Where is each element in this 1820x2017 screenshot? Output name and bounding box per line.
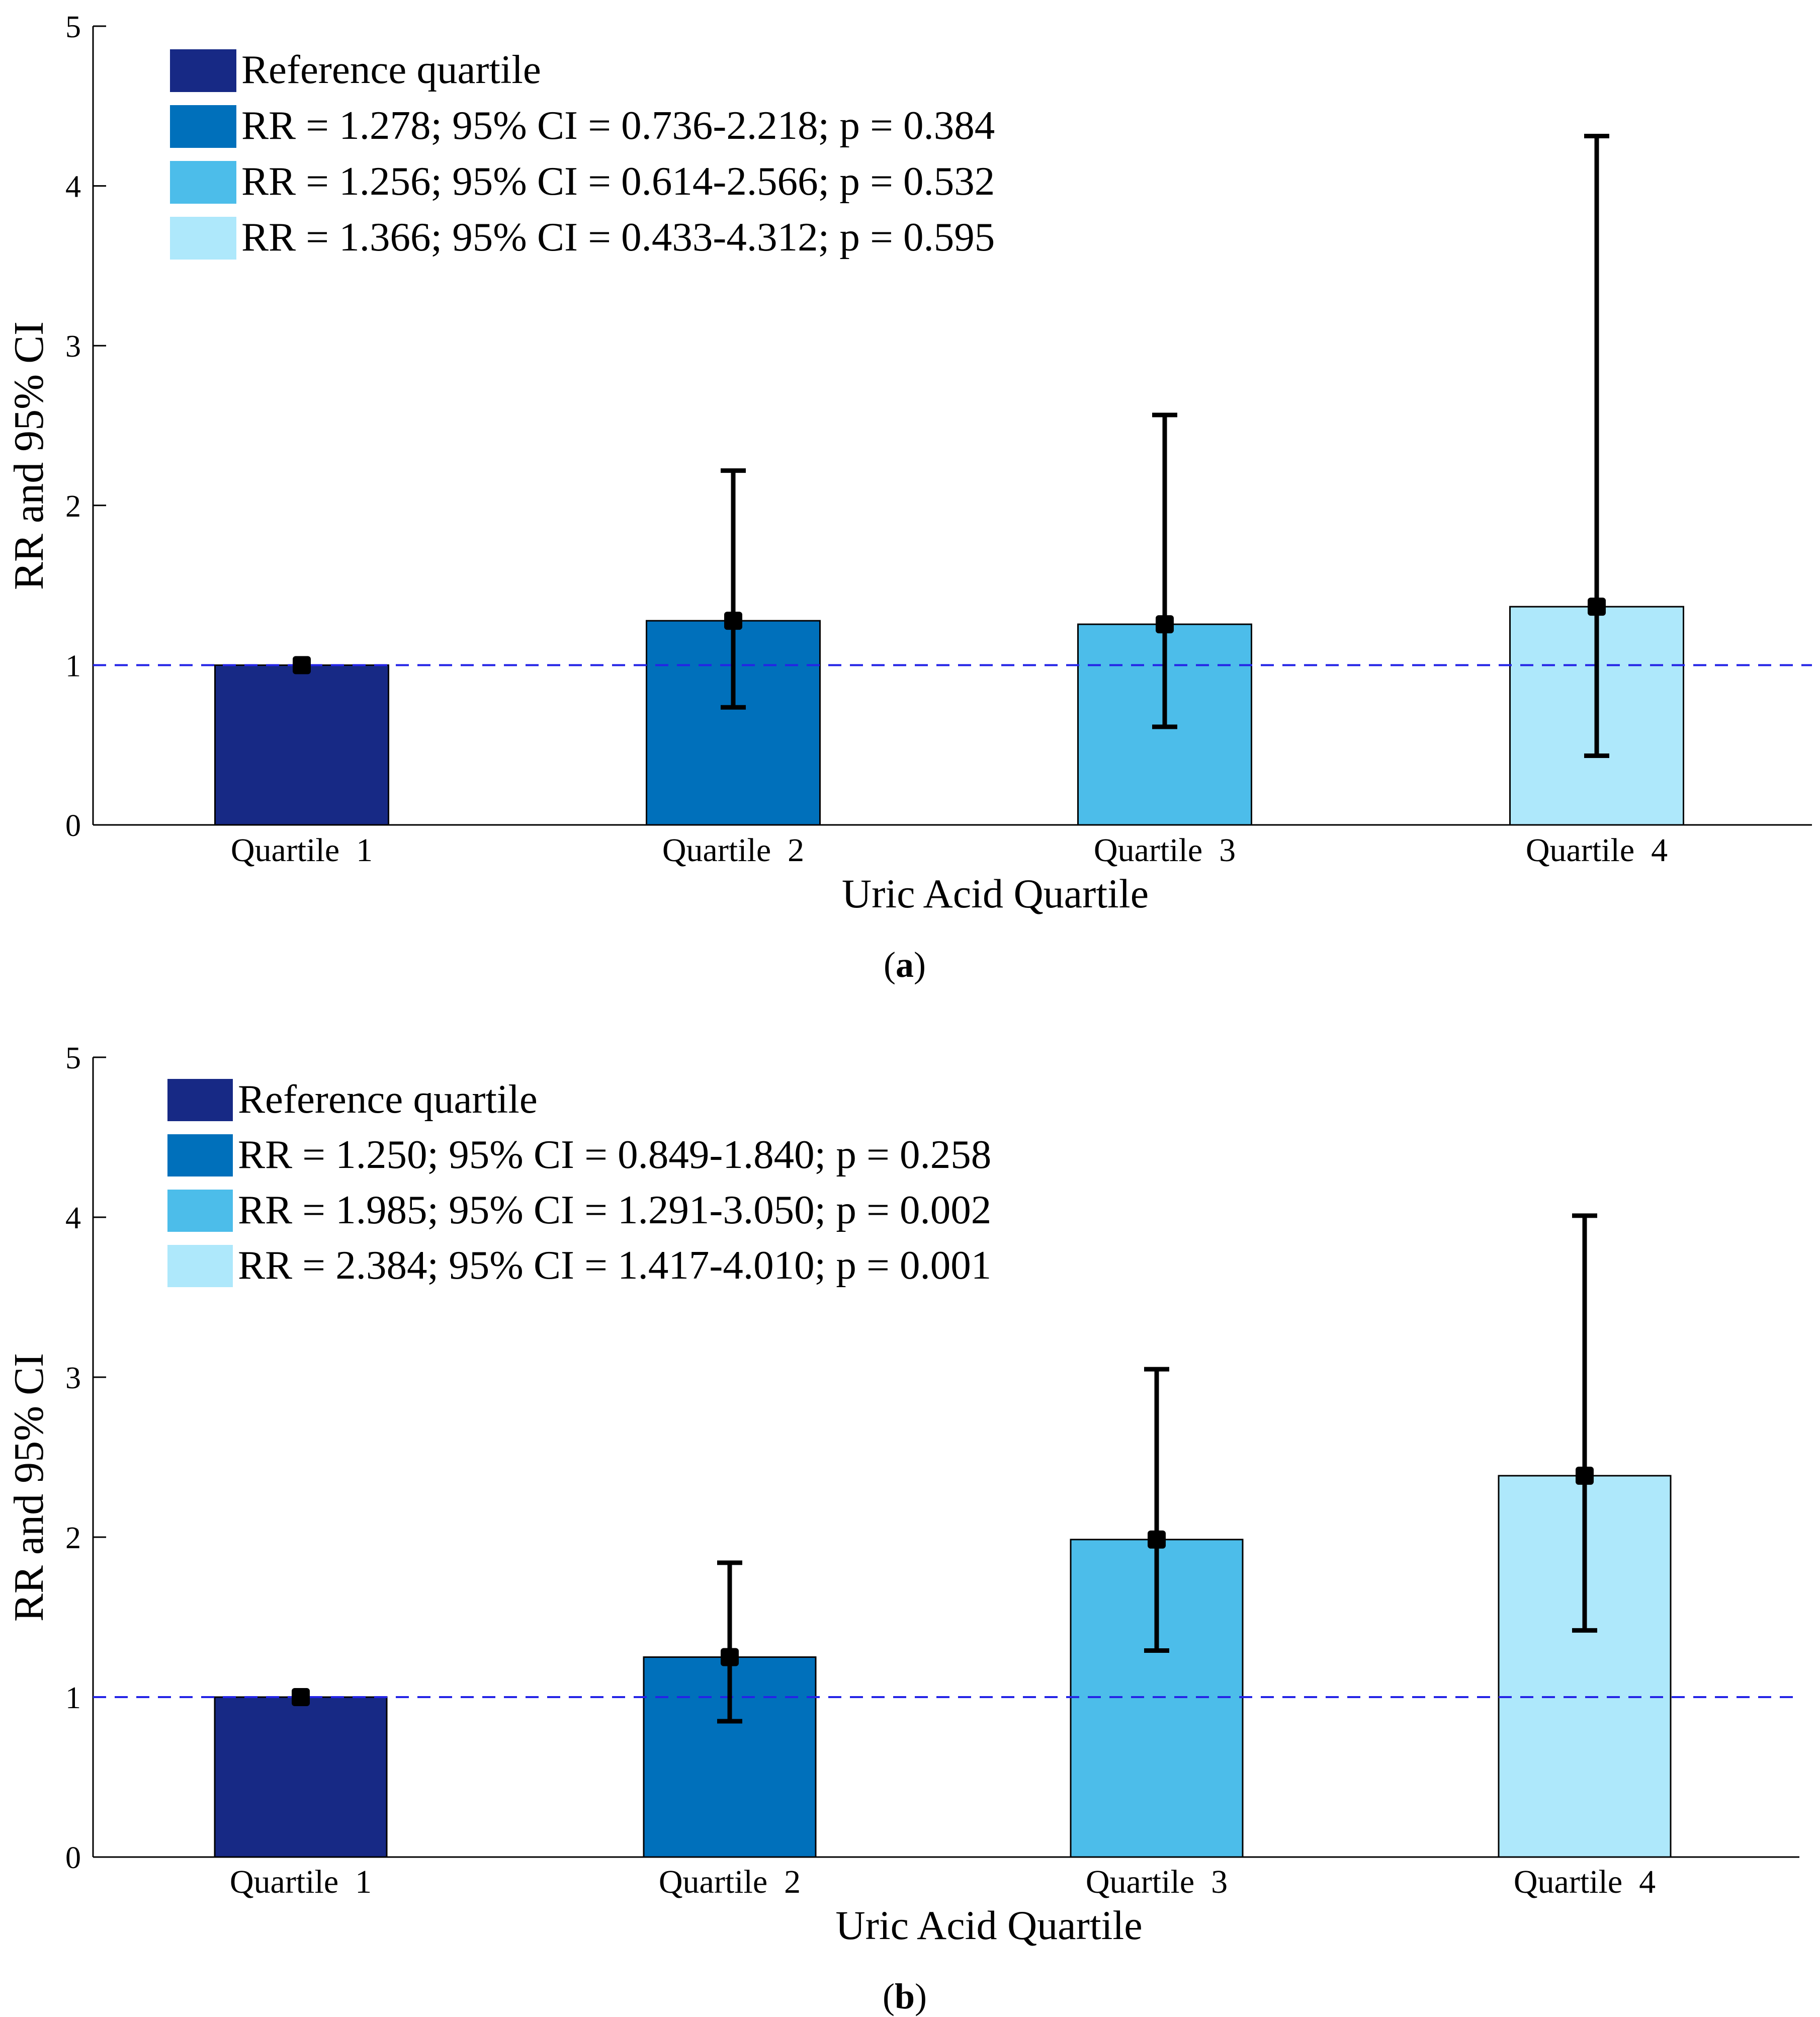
point-marker-2 [721,1648,739,1666]
y-tick-label: 4 [65,1201,81,1235]
y-tick-label: 0 [65,1841,81,1875]
legend-swatch-2 [167,1134,233,1176]
legend-entry-2: RR = 1.278; 95% CI = 0.736-2.218; p = 0.… [241,103,995,148]
legend-entry-4: RR = 1.366; 95% CI = 0.433-4.312; p = 0.… [241,214,995,260]
panel-label: (a) [884,945,926,985]
point-marker-1 [293,656,311,675]
legend-swatch-2 [170,105,236,148]
y-tick-label: 5 [65,1041,81,1075]
x-axis-label: Uric Acid Quartile [842,871,1149,916]
legend-swatch-3 [167,1190,233,1232]
legend: Reference quartile RR = 1.278; 95% CI = 0… [170,47,995,260]
y-axis-label: RR and 95% CI [6,1353,52,1622]
legend-swatch-3 [170,161,236,204]
chart-panel-a: 0 1 2 3 4 5 RR and 95% CI Quartile 1 Quartile 2 Q… [6,10,1812,985]
legend-entry-3: RR = 1.256; 95% CI = 0.614-2.566; p = 0.… [241,158,995,204]
x-tick-label: Quartile 2 [659,1864,801,1900]
point-marker-4 [1576,1466,1594,1485]
y-tick-label: 1 [65,649,81,683]
legend-entry-1: Reference quartile [241,47,541,92]
y-tick-label: 2 [65,489,81,524]
point-marker-2 [724,612,742,630]
bar-1 [214,1696,388,1858]
y-tick-label: 2 [65,1521,81,1555]
x-tick-label: Quartile 4 [1514,1864,1656,1900]
legend-swatch-4 [170,217,236,260]
y-tick-label: 5 [65,10,81,44]
y-axis-label: RR and 95% CI [6,321,52,590]
panel-label: (b) [883,1976,927,2016]
x-tick-label: Quartile 1 [231,832,373,869]
legend-entry-2: RR = 1.250; 95% CI = 0.849-1.840; p = 0.… [238,1132,991,1177]
y-tick-label: 4 [65,170,81,204]
bar-1 [214,664,389,826]
x-tick-label: Quartile 2 [662,832,804,869]
point-marker-3 [1148,1530,1166,1549]
legend-entry-1: Reference quartile [238,1076,538,1122]
x-tick-label: Quartile 4 [1526,832,1668,869]
point-marker-4 [1588,598,1606,616]
point-marker-3 [1156,615,1174,634]
chart-panel-b: 0 1 2 3 4 5 RR and 95% CI Quartile 1 Quartile 2 Q… [6,1041,1799,2016]
x-tick-label: Quartile 3 [1094,832,1236,869]
y-tick-label: 3 [65,1361,81,1395]
legend-entry-3: RR = 1.985; 95% CI = 1.291-3.050; p = 0.… [238,1187,991,1232]
legend-swatch-4 [167,1245,233,1287]
y-tick-label: 3 [65,329,81,364]
legend-swatch-1 [167,1079,233,1121]
x-axis-label: Uric Acid Quartile [835,1902,1142,1948]
point-marker-1 [292,1688,310,1706]
y-tick-label: 0 [65,809,81,843]
legend-swatch-1 [170,49,236,92]
y-tick-label: 1 [65,1681,81,1715]
legend-entry-4: RR = 2.384; 95% CI = 1.417-4.010; p = 0.… [238,1242,991,1288]
x-tick-label: Quartile 1 [230,1864,372,1900]
x-tick-label: Quartile 3 [1086,1864,1228,1900]
legend: Reference quartile RR = 1.250; 95% CI = 0… [167,1076,991,1288]
